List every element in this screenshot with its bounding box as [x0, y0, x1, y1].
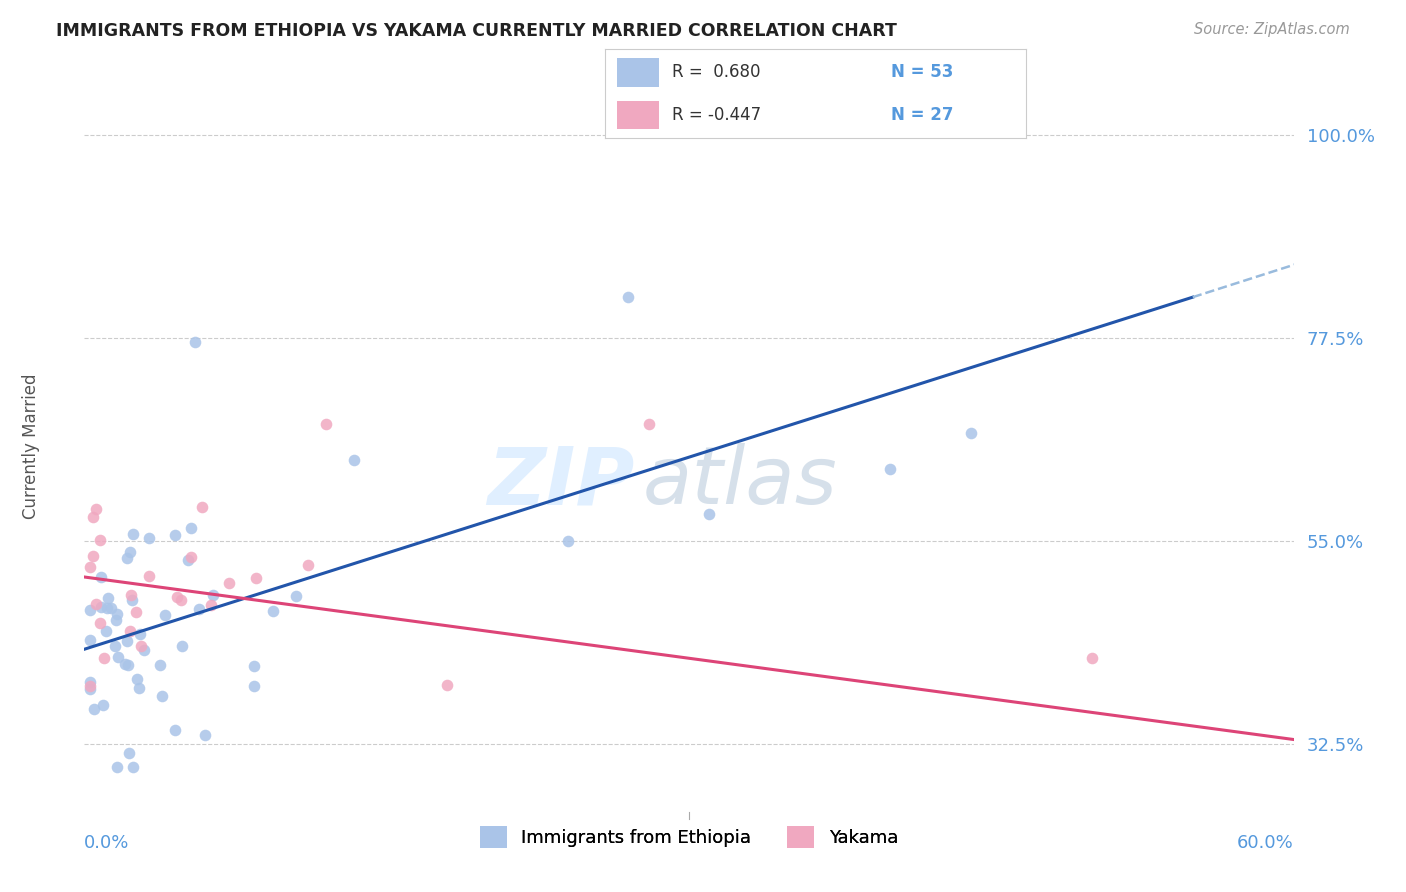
Point [879, 461, 901, 475]
Point [129, 627, 152, 641]
Point [120, 624, 142, 639]
Point [1081, 651, 1104, 665]
Point [122, 759, 145, 773]
Point [84, 502, 107, 516]
Point [163, 528, 186, 542]
Text: atlas: atlas [643, 443, 838, 521]
Text: Currently Married: Currently Married [22, 373, 39, 519]
Point [436, 678, 458, 692]
Text: 0.0%: 0.0% [84, 834, 129, 852]
Point [122, 526, 145, 541]
Point [284, 589, 307, 603]
Point [105, 607, 128, 622]
Point [138, 569, 160, 583]
Point [89, 616, 111, 631]
Point [201, 588, 224, 602]
Point [91, 698, 114, 712]
Point [342, 453, 364, 467]
Point [176, 553, 198, 567]
Legend: Immigrants from Ethiopia, Yakama: Immigrants from Ethiopia, Yakama [472, 819, 905, 855]
FancyBboxPatch shape [617, 101, 659, 129]
Point [297, 558, 319, 573]
Point [960, 425, 983, 440]
Point [84, 597, 107, 611]
Text: 60.0%: 60.0% [1237, 834, 1294, 852]
Point [105, 613, 128, 627]
Point [121, 588, 143, 602]
Point [170, 592, 193, 607]
Point [100, 601, 122, 615]
Text: ZIP: ZIP [486, 443, 634, 521]
Point [128, 681, 150, 696]
Point [97, 591, 120, 605]
Point [79, 560, 101, 574]
Point [93, 650, 115, 665]
Point [166, 591, 188, 605]
Point [114, 657, 136, 671]
Point [172, 639, 194, 653]
Point [315, 417, 337, 431]
Point [184, 335, 207, 350]
Point [118, 746, 141, 760]
Point [200, 598, 222, 612]
Point [557, 533, 579, 548]
Point [79, 679, 101, 693]
Point [218, 576, 240, 591]
Point [180, 550, 202, 565]
Point [89, 600, 111, 615]
Text: R = -0.447: R = -0.447 [672, 106, 761, 124]
Point [121, 593, 143, 607]
Point [115, 551, 138, 566]
Point [89, 533, 111, 547]
Point [79, 674, 101, 689]
Text: R =  0.680: R = 0.680 [672, 63, 761, 81]
Point [79, 632, 101, 647]
Text: IMMIGRANTS FROM ETHIOPIA VS YAKAMA CURRENTLY MARRIED CORRELATION CHART: IMMIGRANTS FROM ETHIOPIA VS YAKAMA CURRE… [56, 22, 897, 40]
Point [90, 570, 112, 584]
Point [82, 510, 104, 524]
Point [138, 531, 160, 545]
Point [245, 571, 267, 585]
Point [115, 634, 138, 648]
Text: N = 53: N = 53 [891, 63, 953, 81]
Point [107, 650, 129, 665]
Point [125, 672, 148, 686]
Point [125, 605, 148, 619]
Point [697, 507, 720, 521]
FancyBboxPatch shape [617, 58, 659, 87]
Point [79, 681, 101, 696]
Point [153, 607, 176, 622]
Point [104, 639, 127, 653]
Point [180, 521, 202, 535]
Point [129, 640, 152, 654]
Point [134, 643, 156, 657]
Point [617, 290, 640, 304]
Point [105, 759, 128, 773]
Point [149, 658, 172, 673]
Point [82, 549, 104, 563]
Point [83, 701, 105, 715]
Point [1081, 831, 1104, 846]
Point [165, 723, 187, 738]
Point [117, 658, 139, 673]
Text: Source: ZipAtlas.com: Source: ZipAtlas.com [1194, 22, 1350, 37]
Point [194, 728, 217, 742]
Point [637, 417, 659, 431]
Point [243, 679, 266, 693]
Point [191, 500, 214, 514]
Point [188, 602, 211, 616]
Point [120, 544, 142, 558]
Point [96, 600, 118, 615]
Point [242, 658, 264, 673]
Point [150, 689, 173, 703]
Text: N = 27: N = 27 [891, 106, 953, 124]
Point [79, 603, 101, 617]
Point [262, 604, 284, 618]
Point [96, 624, 118, 638]
